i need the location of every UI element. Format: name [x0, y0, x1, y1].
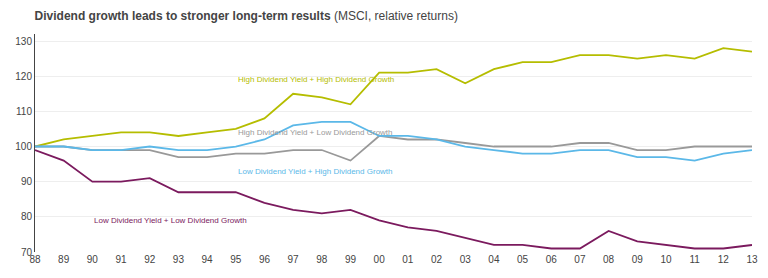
svg-text:12: 12 — [718, 254, 730, 265]
svg-text:90: 90 — [21, 176, 33, 187]
svg-text:80: 80 — [21, 211, 33, 222]
svg-text:08: 08 — [603, 254, 615, 265]
svg-text:89: 89 — [58, 254, 70, 265]
svg-text:05: 05 — [517, 254, 529, 265]
svg-text:92: 92 — [144, 254, 156, 265]
svg-text:97: 97 — [288, 254, 300, 265]
svg-text:98: 98 — [316, 254, 328, 265]
svg-text:100: 100 — [15, 141, 32, 152]
svg-text:02: 02 — [431, 254, 443, 265]
svg-text:High Dividend Yield + High Div: High Dividend Yield + High Dividend Grow… — [238, 75, 394, 84]
svg-text:95: 95 — [230, 254, 242, 265]
svg-text:06: 06 — [546, 254, 558, 265]
svg-text:130: 130 — [15, 36, 32, 47]
svg-text:Dividend growth leads to stron: Dividend growth leads to stronger long-t… — [35, 9, 458, 23]
svg-text:Low Dividend Yield + Low Divid: Low Dividend Yield + Low Dividend Growth — [94, 216, 247, 225]
svg-text:01: 01 — [402, 254, 414, 265]
svg-text:88: 88 — [29, 254, 41, 265]
svg-text:90: 90 — [87, 254, 99, 265]
svg-text:96: 96 — [259, 254, 271, 265]
svg-text:70: 70 — [21, 247, 33, 258]
svg-text:03: 03 — [460, 254, 472, 265]
svg-text:04: 04 — [488, 254, 500, 265]
svg-text:94: 94 — [202, 254, 214, 265]
svg-text:110: 110 — [16, 106, 32, 117]
svg-text:10: 10 — [660, 254, 672, 265]
svg-text:09: 09 — [632, 254, 644, 265]
svg-text:99: 99 — [345, 254, 357, 265]
svg-text:120: 120 — [15, 71, 32, 82]
svg-text:00: 00 — [374, 254, 386, 265]
svg-text:13: 13 — [746, 254, 758, 265]
svg-text:Low Dividend Yield + High Divi: Low Dividend Yield + High Dividend Growt… — [238, 167, 393, 176]
svg-text:11: 11 — [689, 254, 700, 265]
svg-text:91: 91 — [115, 254, 127, 265]
svg-text:High Dividend Yield + Low Divi: High Dividend Yield + Low Dividend Growt… — [238, 128, 393, 137]
svg-text:93: 93 — [173, 254, 185, 265]
svg-text:07: 07 — [574, 254, 586, 265]
